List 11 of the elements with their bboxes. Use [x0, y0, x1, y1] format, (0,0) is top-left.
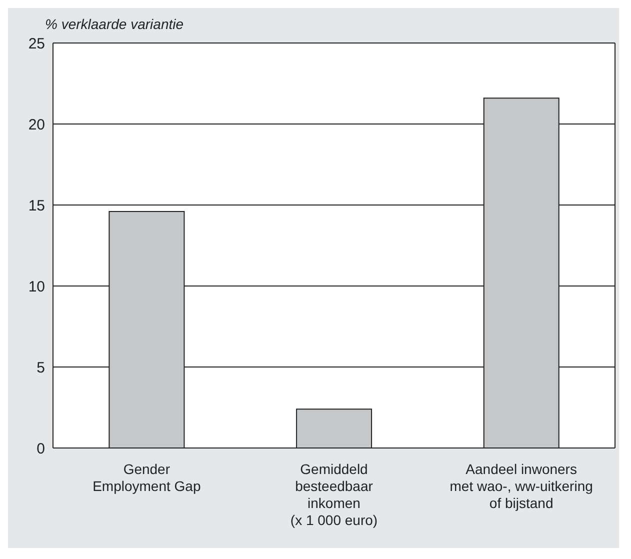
y-axis-title: % verklaarde variantie	[45, 16, 184, 32]
x-tick-label: Gemiddeld besteedbaar inkomen (x 1 000 euro)	[290, 461, 378, 528]
y-tick-label: 5	[36, 359, 45, 376]
bar	[296, 408, 372, 448]
x-tick-label: Aandeel inwoners met wao-, ww-uitkering of bijstand	[450, 461, 593, 511]
y-tick-label: 25	[28, 35, 45, 52]
y-tick-label: 15	[28, 197, 45, 214]
y-tick-label: 10	[28, 278, 45, 296]
y-tick-label: 0	[36, 440, 45, 458]
x-tick-label: Gender Employment Gap	[92, 461, 201, 494]
y-tick-label: 20	[28, 116, 45, 134]
